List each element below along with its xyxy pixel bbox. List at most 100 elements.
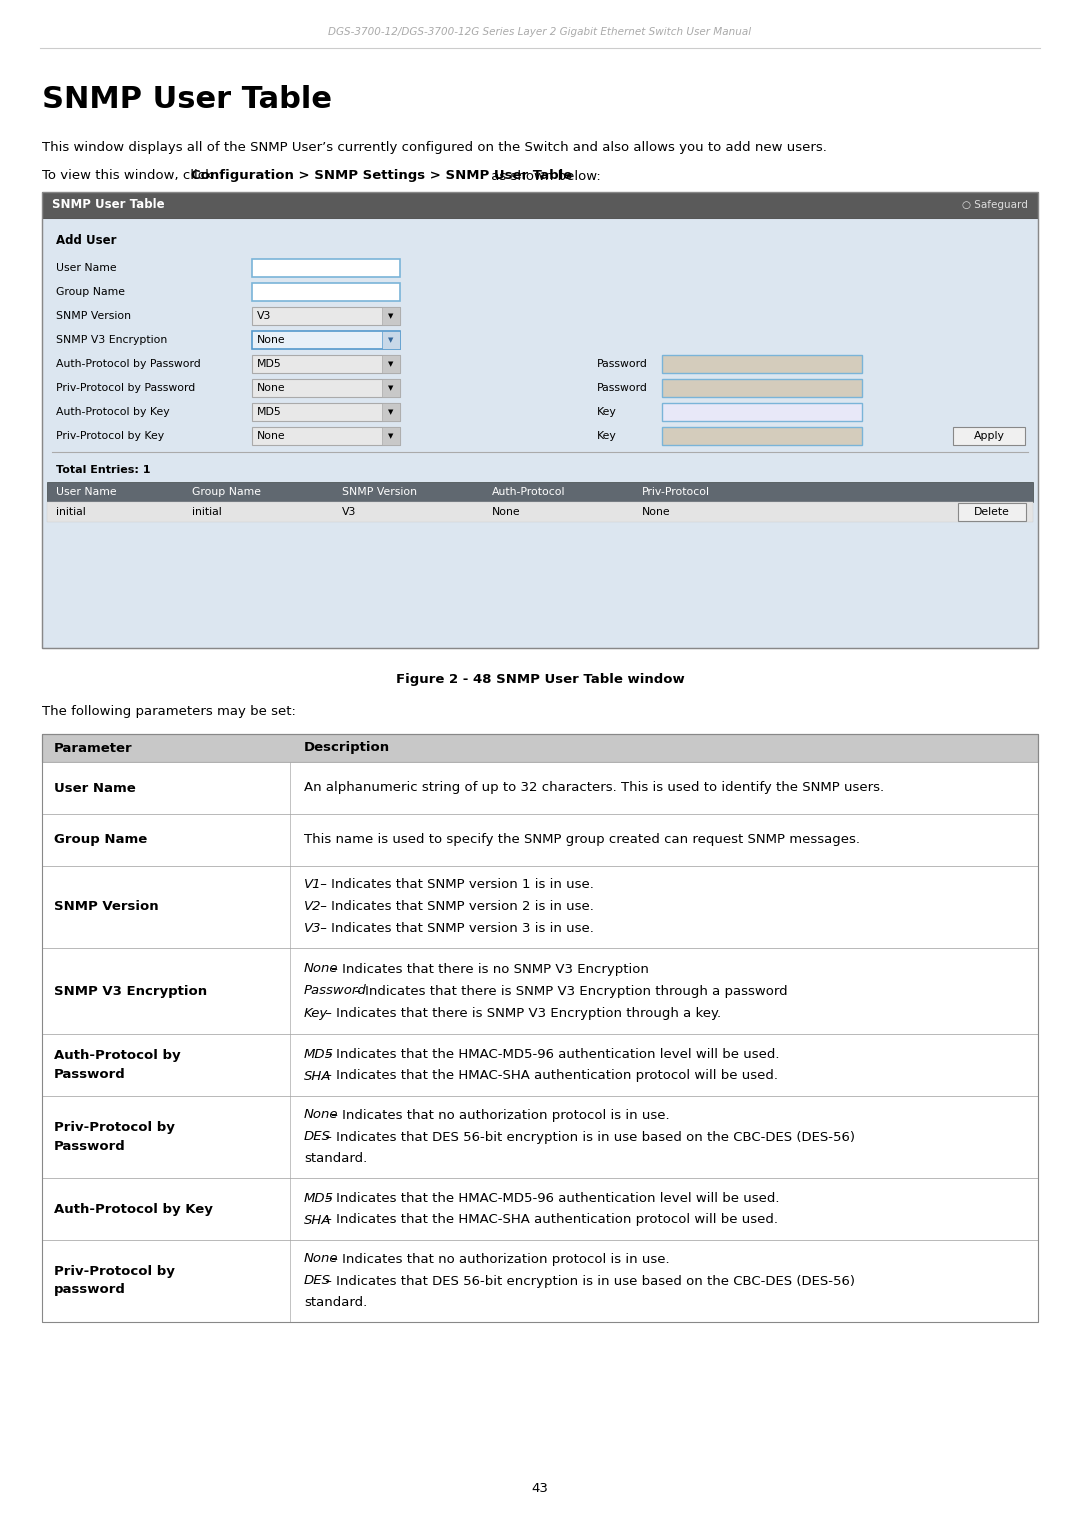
Text: – Indicates that DES 56-bit encryption is in use based on the CBC-DES (DES-56): – Indicates that DES 56-bit encryption i… [322,1274,855,1288]
Text: None: None [257,430,285,441]
Text: ▼: ▼ [389,385,394,391]
Text: Password: Password [303,984,367,998]
Text: Figure 2 - 48 SNMP User Table window: Figure 2 - 48 SNMP User Table window [395,673,685,687]
Text: Key: Key [597,407,617,417]
Bar [42,192,1038,649]
Text: DES: DES [303,1131,330,1143]
Text: – Indicates that the HMAC-MD5-96 authentication level will be used.: – Indicates that the HMAC-MD5-96 authent… [322,1047,780,1061]
Text: Total Entries: 1: Total Entries: 1 [56,465,150,475]
Bar [42,865,1038,948]
Text: None: None [257,383,285,394]
Text: Priv-Protocol: Priv-Protocol [642,487,710,497]
Text: SHA: SHA [303,1070,332,1082]
Bar [252,427,400,446]
Text: DGS-3700-12/DGS-3700-12G Series Layer 2 Gigabit Ethernet Switch User Manual: DGS-3700-12/DGS-3700-12G Series Layer 2 … [328,27,752,37]
Text: – Indicates that SNMP version 1 is in use.: – Indicates that SNMP version 1 is in us… [315,879,594,891]
Text: ▼: ▼ [389,362,394,366]
Text: Key: Key [597,430,617,441]
Text: User Name: User Name [56,262,117,273]
Text: V2: V2 [303,900,322,914]
Bar [42,813,1038,865]
Bar [382,331,400,349]
Text: V3: V3 [257,311,271,320]
Bar [382,403,400,421]
Text: Key: Key [303,1007,328,1019]
Text: Password: Password [597,383,648,394]
Text: initial: initial [192,507,221,517]
Text: SNMP Version: SNMP Version [56,311,131,320]
Text: V3: V3 [303,923,322,935]
Text: Group Name: Group Name [54,833,147,847]
Bar [42,734,1038,1322]
Text: None: None [492,507,521,517]
Bar [48,482,1032,502]
Text: Auth-Protocol: Auth-Protocol [492,487,566,497]
Text: – Indicates that SNMP version 2 is in use.: – Indicates that SNMP version 2 is in us… [315,900,594,914]
Text: Configuration > SNMP Settings > SNMP User Table: Configuration > SNMP Settings > SNMP Use… [191,169,572,183]
Bar [662,403,862,421]
Text: – Indicates that DES 56-bit encryption is in use based on the CBC-DES (DES-56): – Indicates that DES 56-bit encryption i… [322,1131,855,1143]
Text: – Indicates that there is no SNMP V3 Encryption: – Indicates that there is no SNMP V3 Enc… [327,963,649,975]
Text: MD5: MD5 [303,1047,334,1061]
Text: MD5: MD5 [257,407,282,417]
Text: Group Name: Group Name [192,487,261,497]
Bar [382,356,400,372]
Text: standard.: standard. [303,1152,367,1166]
Text: ▼: ▼ [389,313,394,319]
Text: as shown below:: as shown below: [487,169,600,183]
Text: Priv-Protocol by Password: Priv-Protocol by Password [56,383,195,394]
Text: Description: Description [303,742,390,754]
Text: V1: V1 [303,879,322,891]
Bar [252,307,400,325]
Text: SNMP Version: SNMP Version [54,900,159,914]
Bar [42,948,1038,1035]
Text: Auth-Protocol by Key: Auth-Protocol by Key [54,1202,213,1216]
Text: – Indicates that the HMAC-SHA authentication protocol will be used.: – Indicates that the HMAC-SHA authentica… [322,1070,779,1082]
Bar [662,427,862,446]
Text: User Name: User Name [54,781,136,795]
Text: MD5: MD5 [303,1192,334,1204]
Text: password: password [54,1283,126,1297]
Bar [252,378,400,397]
Text: SNMP User Table: SNMP User Table [52,198,164,212]
Bar [42,761,1038,813]
Text: SNMP Version: SNMP Version [342,487,417,497]
Text: standard.: standard. [303,1297,367,1309]
Text: 43: 43 [531,1482,549,1494]
Text: – Indicates that no authorization protocol is in use.: – Indicates that no authorization protoc… [327,1253,670,1265]
Text: – Indicates that the HMAC-MD5-96 authentication level will be used.: – Indicates that the HMAC-MD5-96 authent… [322,1192,780,1204]
Bar [42,1035,1038,1096]
Bar [48,502,1032,522]
Text: Priv-Protocol by: Priv-Protocol by [54,1122,175,1134]
Text: None: None [642,507,671,517]
Bar [958,504,1026,520]
Text: Auth-Protocol by Key: Auth-Protocol by Key [56,407,170,417]
Text: User Name: User Name [56,487,117,497]
Text: SNMP V3 Encryption: SNMP V3 Encryption [54,984,207,998]
Bar [252,403,400,421]
Text: An alphanumeric string of up to 32 characters. This is used to identify the SNMP: An alphanumeric string of up to 32 chara… [303,781,885,795]
Text: This window displays all of the SNMP User’s currently configured on the Switch a: This window displays all of the SNMP Use… [42,142,827,154]
Text: Delete: Delete [974,507,1010,517]
Text: Password: Password [54,1140,125,1152]
Text: Auth-Protocol by: Auth-Protocol by [54,1050,180,1062]
Bar [42,734,1038,761]
Bar [252,259,400,278]
Bar [42,1178,1038,1241]
Text: Priv-Protocol by Key: Priv-Protocol by Key [56,430,164,441]
Text: – Indicates that the HMAC-SHA authentication protocol will be used.: – Indicates that the HMAC-SHA authentica… [322,1213,779,1227]
Text: MD5: MD5 [257,359,282,369]
Bar [42,218,1038,649]
Text: Auth-Protocol by Password: Auth-Protocol by Password [56,359,201,369]
Text: initial: initial [56,507,85,517]
Text: – Indicates that there is SNMP V3 Encryption through a key.: – Indicates that there is SNMP V3 Encryp… [322,1007,721,1019]
Text: To view this window, click: To view this window, click [42,169,217,183]
Bar [42,1241,1038,1322]
Text: SNMP V3 Encryption: SNMP V3 Encryption [56,336,167,345]
Text: ▼: ▼ [389,409,394,415]
Text: DES: DES [303,1274,330,1288]
Bar [252,356,400,372]
Text: None: None [303,1108,338,1122]
Text: Apply: Apply [973,430,1004,441]
Bar [662,378,862,397]
